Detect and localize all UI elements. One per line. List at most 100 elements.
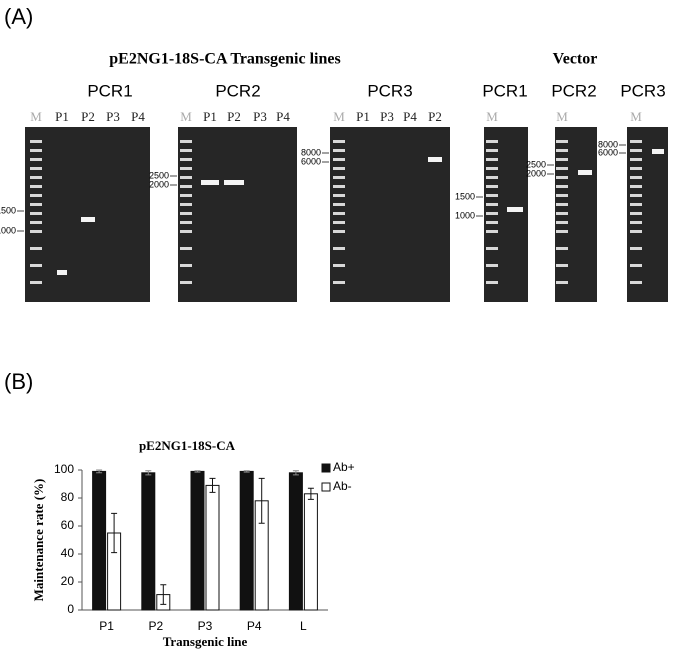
error-bar xyxy=(111,512,118,554)
lane-label: M xyxy=(556,109,568,124)
marker-label: 1500 xyxy=(0,205,16,215)
ladder-band xyxy=(630,281,642,284)
x-tick-label: P3 xyxy=(198,619,213,633)
group-title: pE2NG1-18S-CA Transgenic lines xyxy=(109,51,340,68)
ladder-band xyxy=(30,158,42,161)
ladder-band xyxy=(556,176,568,179)
ladder-band xyxy=(486,194,498,197)
lane-label: P4 xyxy=(276,109,290,124)
gel-title: PCR2 xyxy=(551,81,596,100)
lane-label: P3 xyxy=(380,109,394,124)
y-tick-label: 20 xyxy=(61,574,75,588)
ladder-band xyxy=(30,281,42,284)
dna-band xyxy=(224,180,244,185)
x-tick-label: L xyxy=(300,619,307,633)
ladder-band xyxy=(30,264,42,267)
error-bar xyxy=(292,470,299,476)
ladder-band xyxy=(30,230,42,233)
panel-label: (B) xyxy=(4,369,33,394)
ladder-band xyxy=(630,194,642,197)
lane-label: P2 xyxy=(81,109,95,124)
ladder-band xyxy=(556,167,568,170)
ladder-band xyxy=(630,221,642,224)
ladder-band xyxy=(486,158,498,161)
ladder-band xyxy=(333,281,345,284)
error-bar xyxy=(307,487,314,500)
ladder-band xyxy=(556,230,568,233)
ladder-band xyxy=(30,176,42,179)
ladder-band xyxy=(556,185,568,188)
ladder-band xyxy=(333,158,345,161)
ladder-band xyxy=(333,221,345,224)
group-title: Vector xyxy=(553,51,598,68)
lane-label: P1 xyxy=(356,109,370,124)
legend-label: Ab- xyxy=(333,479,352,493)
marker-label: 6000 xyxy=(598,147,618,157)
dna-band xyxy=(578,170,592,175)
error-bar xyxy=(96,469,103,474)
lane-label: P2 xyxy=(227,109,241,124)
ladder-band xyxy=(180,158,192,161)
ladder-band xyxy=(180,140,192,143)
error-bar xyxy=(209,477,216,493)
error-bar xyxy=(145,470,152,476)
y-axis-label: Maintenance rate (%) xyxy=(31,479,46,602)
y-tick-label: 40 xyxy=(61,546,75,560)
panel-label: (A) xyxy=(4,4,33,29)
x-axis-label: Transgenic line xyxy=(163,634,248,649)
ladder-band xyxy=(180,212,192,215)
ladder-band xyxy=(630,185,642,188)
lane-label: M xyxy=(180,109,192,124)
ladder-band xyxy=(630,167,642,170)
gel-title: PCR3 xyxy=(620,81,665,100)
ladder-band xyxy=(30,140,42,143)
ladder-band xyxy=(30,185,42,188)
gel-title: PCR1 xyxy=(482,81,527,100)
ladder-band xyxy=(30,212,42,215)
dna-band xyxy=(507,207,523,212)
marker-label: 2500 xyxy=(149,170,169,180)
bar xyxy=(239,470,254,611)
dna-band xyxy=(81,217,95,222)
ladder-band xyxy=(180,247,192,250)
lane-label: P4 xyxy=(403,109,417,124)
ladder-band xyxy=(556,212,568,215)
lane-label: P3 xyxy=(106,109,120,124)
marker-label: 8000 xyxy=(301,147,321,157)
ladder-band xyxy=(486,176,498,179)
ladder-band xyxy=(556,158,568,161)
chart-title: pE2NG1-18S-CA xyxy=(139,438,236,453)
lane-label: P2 xyxy=(428,109,442,124)
marker-label: 1000 xyxy=(455,210,475,220)
ladder-band xyxy=(333,247,345,250)
ladder-band xyxy=(30,247,42,250)
ladder-band xyxy=(30,194,42,197)
marker-label: 6000 xyxy=(301,156,321,166)
ladder-band xyxy=(180,203,192,206)
ladder-band xyxy=(180,264,192,267)
ladder-band xyxy=(180,194,192,197)
error-bar xyxy=(160,584,167,605)
y-tick-label: 100 xyxy=(54,462,74,476)
gel xyxy=(330,127,450,302)
ladder-band xyxy=(486,221,498,224)
lane-label: M xyxy=(333,109,345,124)
ladder-band xyxy=(630,149,642,152)
y-tick-label: 80 xyxy=(61,490,75,504)
legend-swatch xyxy=(321,482,331,492)
ladder-band xyxy=(333,264,345,267)
legend-swatch xyxy=(321,463,331,473)
gel-title: PCR3 xyxy=(367,81,412,100)
ladder-band xyxy=(180,167,192,170)
ladder-band xyxy=(180,281,192,284)
ladder-band xyxy=(486,247,498,250)
ladder-band xyxy=(556,221,568,224)
ladder-band xyxy=(333,212,345,215)
dna-band xyxy=(428,157,442,162)
ladder-band xyxy=(556,264,568,267)
ladder-band xyxy=(30,167,42,170)
ladder-band xyxy=(333,194,345,197)
ladder-band xyxy=(630,230,642,233)
y-tick-label: 0 xyxy=(67,602,74,616)
